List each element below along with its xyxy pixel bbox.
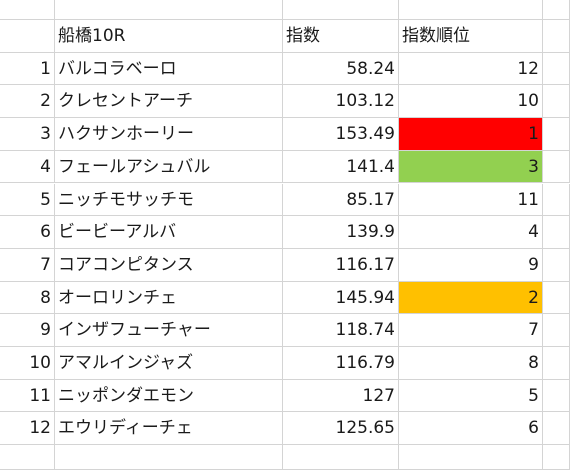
header-index-cell[interactable]: 指数	[283, 20, 399, 53]
cell-empty[interactable]	[55, 445, 283, 470]
row-number-cell[interactable]: 11	[0, 379, 55, 413]
header-rank-cell[interactable]: 指数順位	[399, 20, 543, 53]
row-number-cell[interactable]: 9	[0, 314, 55, 347]
cell-empty[interactable]	[543, 347, 570, 380]
cell-empty[interactable]	[543, 52, 570, 86]
row-number-cell[interactable]: 6	[0, 216, 55, 249]
row-number-cell[interactable]: 10	[0, 347, 55, 380]
rank-value-cell[interactable]: 7	[399, 314, 543, 347]
cell-empty[interactable]	[543, 183, 570, 217]
row-number-cell[interactable]: 4	[0, 150, 55, 184]
horse-name-cell[interactable]: エウリディーチェ	[55, 412, 283, 446]
cell-empty[interactable]	[399, 0, 543, 20]
index-value-cell[interactable]: 153.49	[283, 118, 399, 151]
horse-name-cell[interactable]: クレセントアーチ	[55, 85, 283, 119]
cell-empty[interactable]	[543, 85, 570, 119]
header-name-cell[interactable]: 船橋10R	[55, 20, 283, 53]
cell-empty[interactable]	[543, 379, 570, 413]
cell-empty[interactable]	[283, 0, 399, 20]
row-number-cell[interactable]: 2	[0, 85, 55, 119]
horse-name-cell[interactable]: コアコンピタンス	[55, 248, 283, 282]
cell-empty[interactable]	[0, 445, 55, 470]
cell-empty[interactable]	[543, 314, 570, 347]
horse-name-cell[interactable]: ビービーアルバ	[55, 216, 283, 249]
cell-empty[interactable]	[543, 150, 570, 184]
row-number-cell[interactable]: 1	[0, 52, 55, 86]
rank-value-cell[interactable]: 11	[399, 183, 543, 217]
horse-name-cell[interactable]: インザフューチャー	[55, 314, 283, 347]
rank-value-cell[interactable]: 4	[399, 216, 543, 249]
rank-value-cell[interactable]: 3	[399, 150, 543, 184]
horse-name-cell[interactable]: アマルインジャズ	[55, 347, 283, 380]
cell-empty[interactable]	[543, 118, 570, 151]
row-number-cell[interactable]: 7	[0, 248, 55, 282]
cell-empty[interactable]	[543, 412, 570, 446]
index-value-cell[interactable]: 116.79	[283, 347, 399, 380]
rank-value-cell[interactable]: 6	[399, 412, 543, 446]
rank-value-cell[interactable]: 12	[399, 52, 543, 86]
index-value-cell[interactable]: 118.74	[283, 314, 399, 347]
cell-empty[interactable]	[543, 20, 570, 53]
rank-value-cell[interactable]: 10	[399, 85, 543, 119]
row-number-cell[interactable]: 8	[0, 281, 55, 315]
row-number-cell[interactable]: 5	[0, 183, 55, 217]
horse-name-cell[interactable]: オーロリンチェ	[55, 281, 283, 315]
index-value-cell[interactable]: 85.17	[283, 183, 399, 217]
index-value-cell[interactable]: 116.17	[283, 248, 399, 282]
cell-empty[interactable]	[0, 0, 55, 20]
horse-name-cell[interactable]: ニッチモサッチモ	[55, 183, 283, 217]
rank-value-cell[interactable]: 5	[399, 379, 543, 413]
rank-value-cell[interactable]: 8	[399, 347, 543, 380]
horse-name-cell[interactable]: バルコラベーロ	[55, 52, 283, 86]
row-number-cell[interactable]	[0, 20, 55, 53]
index-value-cell[interactable]: 139.9	[283, 216, 399, 249]
index-value-cell[interactable]: 145.94	[283, 281, 399, 315]
row-number-cell[interactable]: 3	[0, 118, 55, 151]
rank-value-cell[interactable]: 9	[399, 248, 543, 282]
cell-empty[interactable]	[543, 445, 570, 470]
rank-value-cell[interactable]: 2	[399, 281, 543, 315]
horse-name-cell[interactable]: フェールアシュバル	[55, 150, 283, 184]
cell-empty[interactable]	[283, 445, 399, 470]
cell-empty[interactable]	[543, 216, 570, 249]
row-number-cell[interactable]: 12	[0, 412, 55, 446]
rank-value-cell[interactable]: 1	[399, 118, 543, 151]
index-value-cell[interactable]: 127	[283, 379, 399, 413]
index-value-cell[interactable]: 141.4	[283, 150, 399, 184]
cell-empty[interactable]	[399, 445, 543, 470]
cell-empty[interactable]	[55, 0, 283, 20]
cell-empty[interactable]	[543, 0, 570, 20]
index-value-cell[interactable]: 125.65	[283, 412, 399, 446]
index-value-cell[interactable]: 58.24	[283, 52, 399, 86]
horse-name-cell[interactable]: ニッポンダエモン	[55, 379, 283, 413]
cell-empty[interactable]	[543, 281, 570, 315]
cell-empty[interactable]	[543, 248, 570, 282]
index-value-cell[interactable]: 103.12	[283, 85, 399, 119]
horse-name-cell[interactable]: ハクサンホーリー	[55, 118, 283, 151]
